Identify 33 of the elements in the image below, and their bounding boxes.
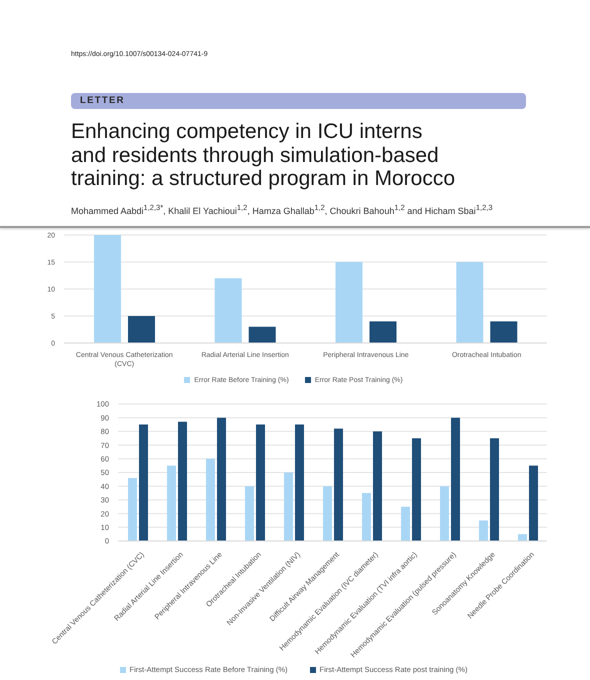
bar	[334, 428, 343, 541]
bar	[518, 534, 527, 541]
bar	[479, 520, 488, 541]
bar	[217, 418, 226, 541]
bar	[178, 422, 187, 541]
chart-title: Enhancing competency in ICU interns and residents through simulation-based training: a structured program in Morocco	[71, 120, 456, 190]
bar	[490, 438, 499, 541]
bar	[206, 458, 215, 541]
bar	[214, 278, 242, 343]
bar	[529, 466, 538, 541]
bar	[284, 472, 293, 541]
bar	[440, 486, 449, 541]
bar	[490, 321, 518, 343]
bar	[336, 262, 362, 343]
bar	[456, 262, 484, 343]
text: LETTER	[80, 94, 125, 108]
bar	[139, 424, 148, 541]
bar	[295, 424, 304, 541]
bar	[256, 424, 265, 541]
bar	[94, 235, 121, 343]
bar	[370, 321, 396, 343]
bar	[245, 486, 254, 541]
bar	[323, 486, 332, 541]
bar	[373, 431, 382, 541]
text: Mohammed Aabdi$^{1,2,3*}$, Khalil El Yachioui$^{1,2}$, Hamza Ghallab$^{1,2}$, Choukri Bahouh$^{1,2}$ and Hicham Sbai$^{1,2,3}$	[71, 203, 492, 216]
bar	[412, 438, 421, 541]
bar	[401, 506, 410, 541]
bar	[128, 316, 155, 343]
bar	[248, 326, 276, 343]
bar	[451, 418, 460, 541]
bar	[128, 478, 137, 541]
bar	[167, 466, 176, 541]
bar	[362, 493, 371, 541]
